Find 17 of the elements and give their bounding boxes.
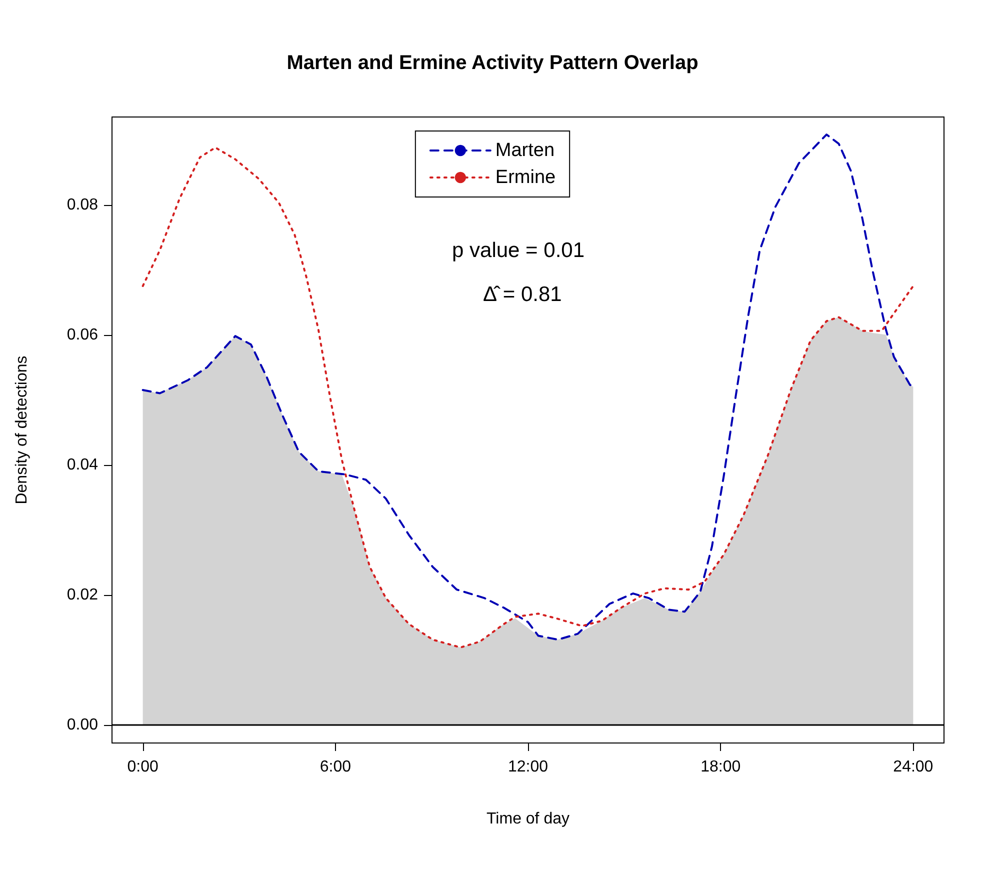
x-tick-label: 18:00 [700,758,741,776]
y-tick-label: 0.08 [66,196,98,214]
chart-title: Marten and Ermine Activity Pattern Overlap [286,52,698,74]
legend-label: Marten [495,140,555,161]
y-tick-label: 0.00 [66,716,98,734]
x-tick-label: 6:00 [320,758,352,776]
y-tick-label: 0.02 [66,586,98,604]
x-axis-title: Time of day [486,810,570,828]
annotation: Δ̂ = 0.81 [483,283,562,306]
y-tick-label: 0.04 [66,456,98,474]
y-tick-label: 0.06 [66,326,98,344]
y-axis-title: Density of detections [14,356,30,504]
x-tick-label: 0:00 [127,758,158,776]
annotation: p value = 0.01 [452,239,585,262]
x-tick-label: 12:00 [508,758,548,776]
x-tick-label: 24:00 [893,758,934,776]
legend-label: Ermine [495,167,556,188]
